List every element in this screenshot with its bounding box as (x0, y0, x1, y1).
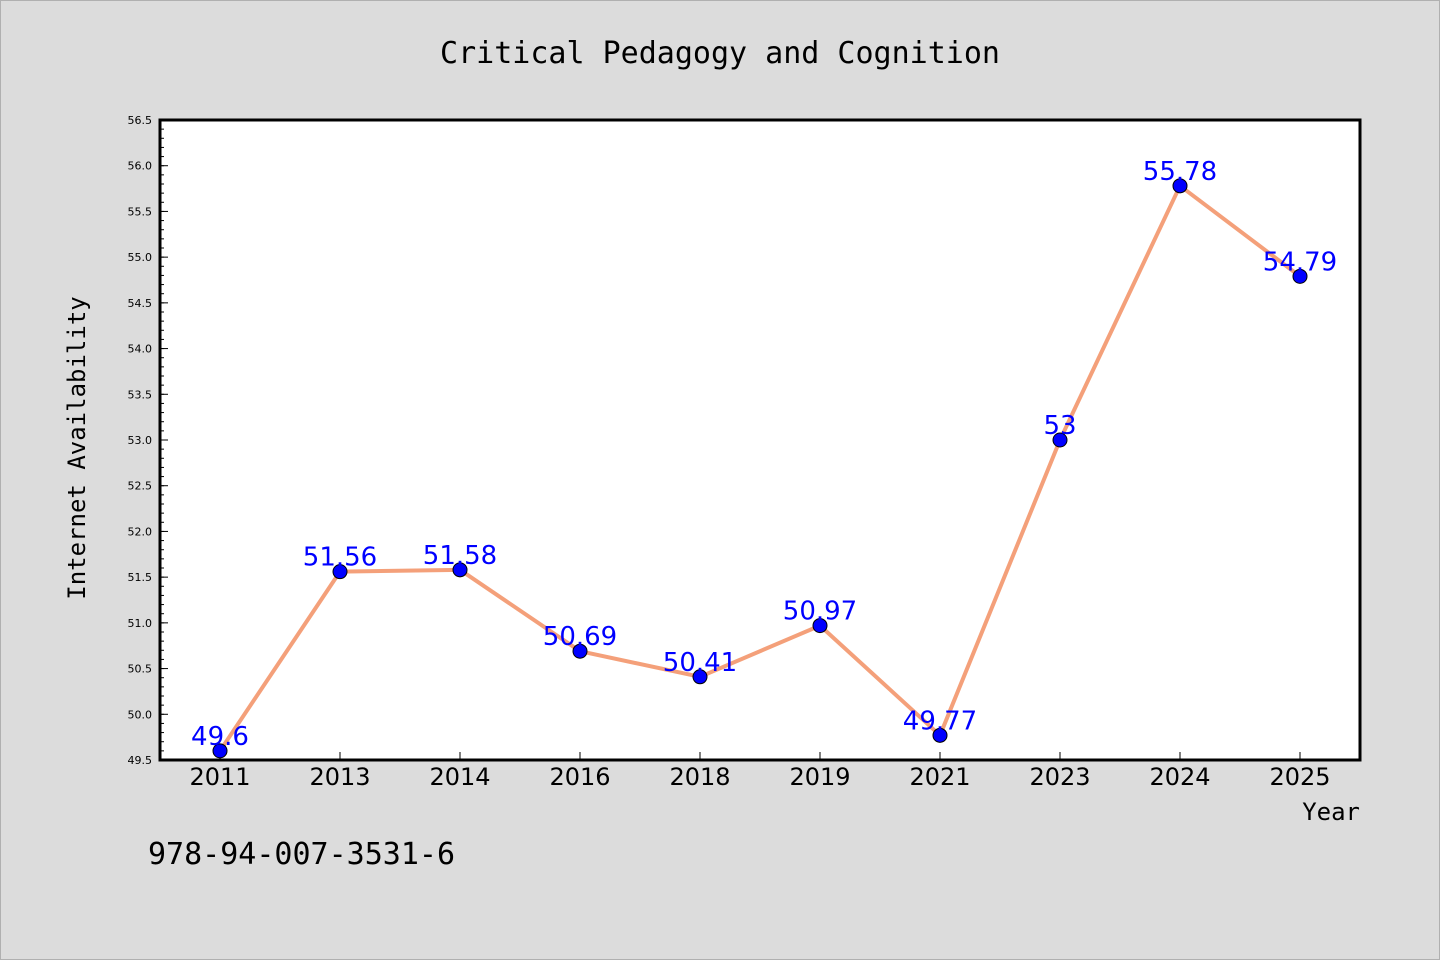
data-point (692, 669, 708, 685)
data-point (812, 618, 828, 634)
y-tick-label: 54.0 (128, 343, 153, 356)
data-label: 50.97 (783, 597, 857, 627)
data-label: 55.78 (1143, 157, 1217, 187)
data-label: 53 (1043, 411, 1076, 441)
data-point (1052, 432, 1068, 448)
data-label: 49.77 (903, 706, 977, 736)
y-tick-label: 55.0 (128, 251, 153, 264)
y-tick-label: 50.0 (128, 708, 153, 721)
y-tick-label: 52.0 (128, 525, 153, 538)
data-label: 51.56 (303, 543, 377, 573)
x-tick-label: 2024 (1149, 763, 1210, 791)
data-point (332, 564, 348, 580)
data-point (452, 562, 468, 578)
y-tick-label: 52.5 (128, 480, 153, 493)
y-tick-label: 53.0 (128, 434, 153, 447)
data-point (212, 743, 228, 759)
y-tick-label: 50.5 (128, 663, 153, 676)
y-axis-ticks: 49.5 50.0 50.5 51.0 51.5 52.0 52.5 53.0 53.5 54.0… (128, 114, 168, 767)
data-label: 49.6 (191, 722, 249, 752)
plot-frame (158, 118, 1362, 762)
data-point (932, 727, 948, 743)
series-layer: 49.6 51.56 51.58 50.69 50.41 50.97 49.77 53 55.7… (191, 157, 1337, 759)
data-label: 50.69 (543, 622, 617, 652)
x-tick-label: 2018 (669, 763, 730, 791)
x-tick-label: 2019 (789, 763, 850, 791)
y-tick-label: 54.5 (128, 297, 153, 310)
plot-area (160, 120, 1360, 760)
x-tick-label: 2014 (429, 763, 490, 791)
x-tick-label: 2023 (1029, 763, 1090, 791)
data-label: 54.79 (1263, 247, 1337, 277)
x-tick-label: 2021 (909, 763, 970, 791)
y-tick-label: 51.5 (128, 571, 153, 584)
x-tick-label: 2016 (549, 763, 610, 791)
x-axis-title: Year (1302, 798, 1360, 826)
y-tick-label: 56.5 (128, 114, 153, 127)
x-tick-label: 2025 (1269, 763, 1330, 791)
isbn-footer: 978-94-007-3531-6 (148, 837, 455, 872)
chart-title: Critical Pedagogy and Cognition (440, 36, 1000, 71)
y-tick-label: 51.0 (128, 617, 153, 630)
y-axis-title: Internet Availability (63, 296, 91, 599)
y-tick-label: 53.5 (128, 388, 153, 401)
data-point (1292, 268, 1308, 284)
data-label: 50.41 (663, 648, 737, 678)
x-axis-ticks: 2011 2013 2014 2016 2018 2019 2021 2023 2024 2025 (189, 752, 1331, 791)
data-point (572, 643, 588, 659)
data-point (1172, 178, 1188, 194)
series-line (218, 183, 1302, 752)
y-tick-label: 56.0 (128, 160, 153, 173)
x-tick-label: 2011 (189, 763, 250, 791)
y-tick-label: 55.5 (128, 205, 153, 218)
y-tick-label: 49.5 (128, 754, 153, 767)
x-tick-label: 2013 (309, 763, 370, 791)
data-label: 51.58 (423, 541, 497, 571)
